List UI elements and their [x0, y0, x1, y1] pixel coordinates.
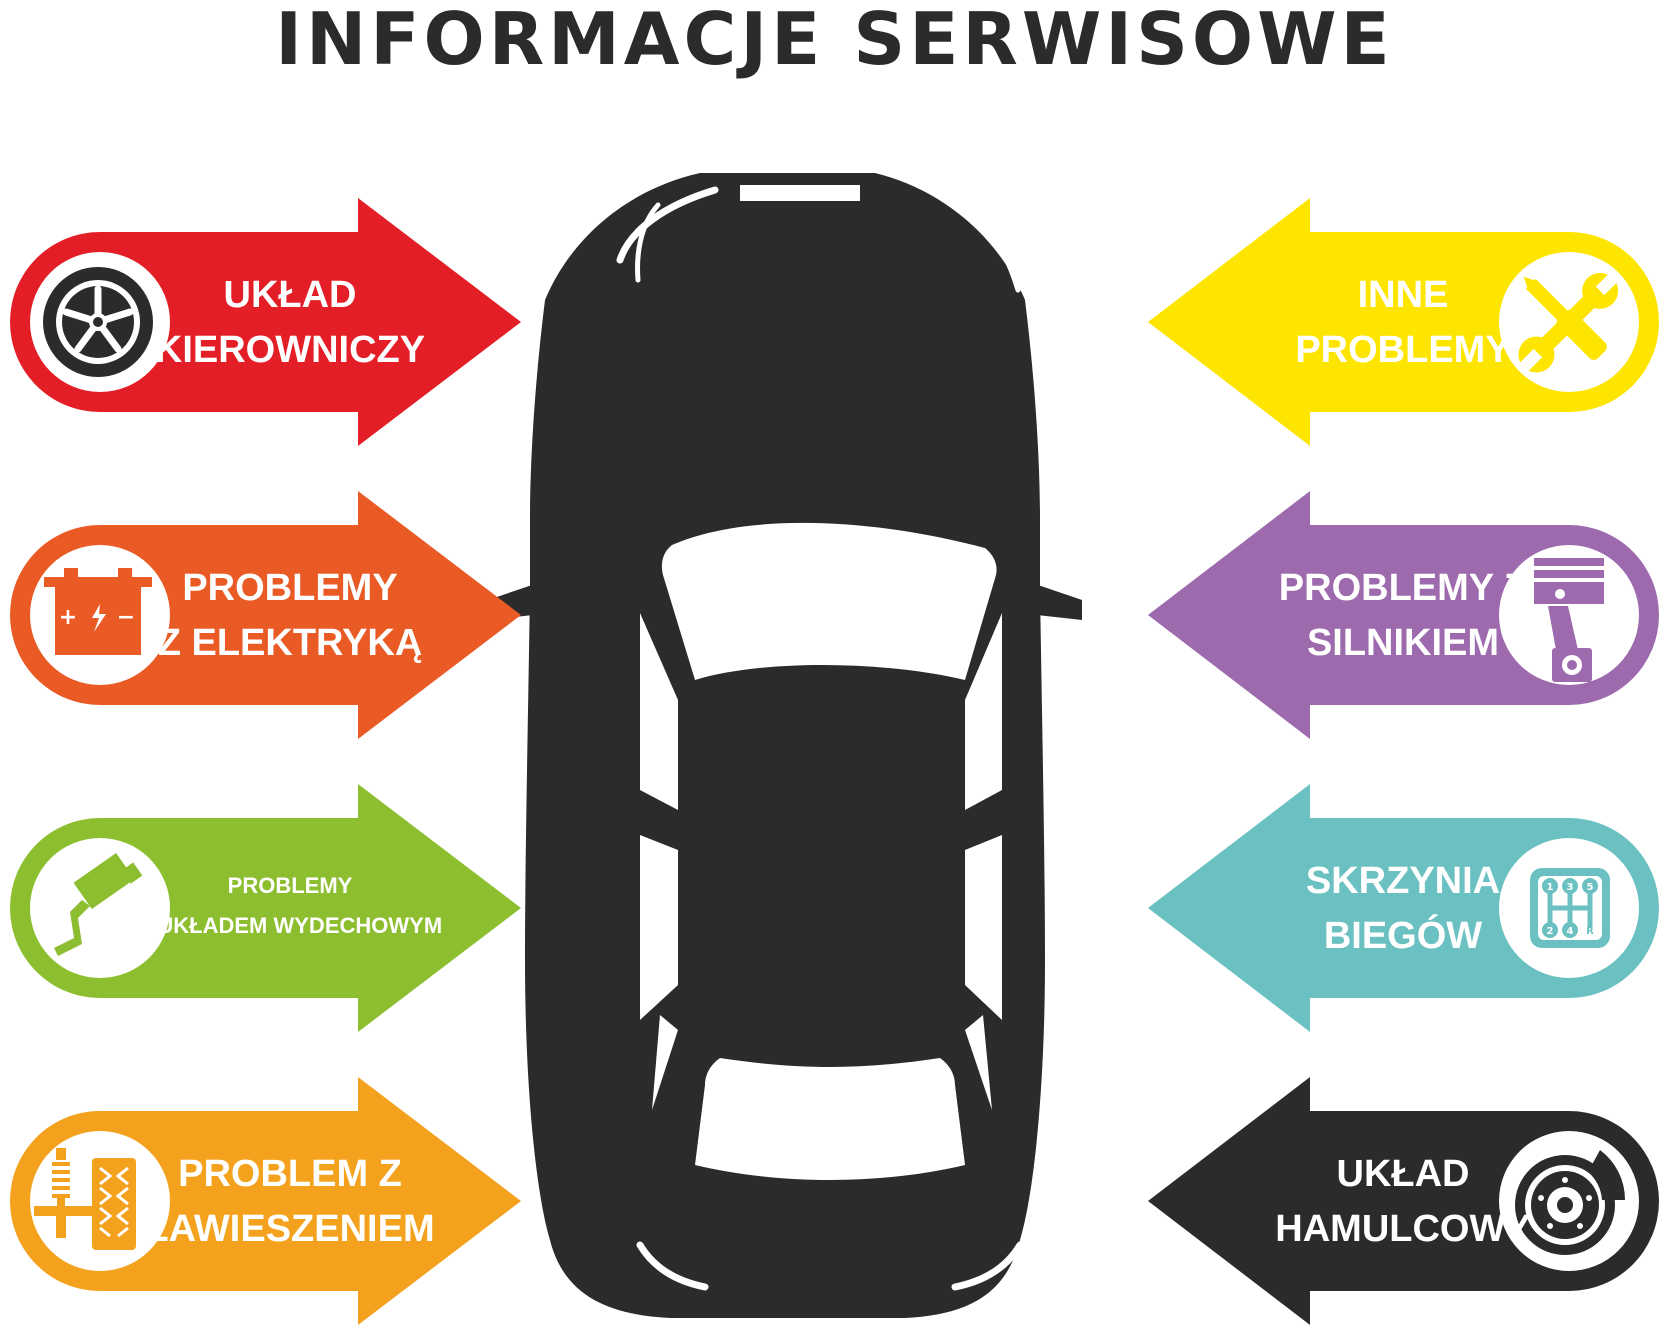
category-label-line1: SKRZYNIA — [1306, 860, 1500, 902]
category-exhaust[interactable]: PROBLEMY Z UKŁADEM WYDECHOWYM — [10, 784, 521, 1032]
side-window-rear-right — [965, 835, 1002, 1020]
category-label-line1: UKŁAD — [1337, 1153, 1470, 1195]
category-steering[interactable]: UKŁAD KIEROWNICZY — [10, 198, 521, 446]
gear-label: 2 — [1547, 926, 1554, 937]
taillight-right — [951, 1241, 1024, 1291]
exhaust-icon — [54, 852, 143, 956]
category-label-line1: PROBLEMY — [182, 567, 397, 609]
arrow-shape — [10, 784, 521, 1032]
side-window-front-right — [965, 613, 1002, 810]
category-electrical[interactable]: + − PROBLEMY Z ELEKTRYKĄ — [10, 491, 521, 739]
gear-label: 1 — [1547, 882, 1554, 893]
category-label-line2: SILNIKIEM — [1307, 622, 1499, 664]
front-grille-slit — [740, 185, 860, 201]
arrow-shape — [10, 491, 521, 739]
category-label-line1: PROBLEMY — [228, 873, 353, 898]
suspension-icon — [34, 1148, 136, 1250]
category-label-line1: INNE — [1358, 274, 1449, 316]
category-label-line2: KIEROWNICZY — [155, 329, 425, 371]
arrow-shape — [10, 1077, 521, 1325]
mirror-right — [1037, 585, 1082, 620]
headlight-left — [616, 186, 719, 264]
tools-icon — [1518, 271, 1620, 373]
category-label-line1: PROBLEMY Z — [1279, 567, 1527, 609]
category-label-line2: Z UKŁADEM WYDECHOWYM — [138, 913, 442, 938]
category-label-line2: HAMULCOWY — [1275, 1208, 1530, 1250]
battery-icon: + − — [44, 568, 152, 655]
arrow-shape — [10, 198, 521, 446]
arrow-shape — [1148, 784, 1659, 1032]
hood-line-left — [635, 202, 661, 283]
gear-label: 4 — [1567, 926, 1574, 937]
category-other[interactable]: INNE PROBLEMY — [1148, 198, 1659, 446]
gear-label: 3 — [1567, 882, 1574, 893]
page-title: Informacje serwisowe — [275, 0, 1394, 81]
piston-icon — [1534, 558, 1604, 682]
wheel-icon — [43, 267, 153, 377]
category-label-line2: ZAWIESZENIEM — [145, 1208, 434, 1250]
hood-line-right — [975, 212, 1021, 293]
category-suspension[interactable]: PROBLEM Z ZAWIESZENIEM — [10, 1077, 521, 1325]
car-body — [525, 173, 1045, 1318]
battery-minus: − — [117, 605, 135, 630]
icon-circle — [30, 838, 170, 978]
category-label-line2: PROBLEMY — [1295, 329, 1510, 371]
category-label-line1: PROBLEM Z — [178, 1153, 402, 1195]
rear-window — [695, 1058, 965, 1180]
taillight-left — [636, 1241, 709, 1291]
gear-label: 5 — [1587, 882, 1594, 893]
arrow-shape — [1148, 198, 1659, 446]
quarter-window-right — [965, 1015, 992, 1110]
category-brakes[interactable]: UKŁAD HAMULCOWY — [1148, 1077, 1659, 1325]
category-label-line2: Z ELEKTRYKĄ — [158, 622, 423, 664]
category-engine[interactable]: PROBLEMY Z SILNIKIEM — [1148, 491, 1659, 739]
gearshift-icon: 1 3 5 2 4 R — [1530, 868, 1610, 948]
arrow-shape — [1148, 491, 1659, 739]
side-window-front-left — [640, 613, 678, 810]
car-top-view — [488, 173, 1082, 1318]
brake-disc-icon — [1515, 1150, 1626, 1255]
category-gearbox[interactable]: 1 3 5 2 4 R SKRZYNIA BIEGÓW — [1148, 784, 1659, 1032]
side-window-rear-left — [640, 835, 678, 1020]
category-label-line2: BIEGÓW — [1324, 913, 1482, 957]
gear-label: R — [1586, 926, 1594, 937]
windshield — [661, 522, 997, 680]
category-label-line1: UKŁAD — [224, 274, 357, 316]
headlight-right — [941, 191, 1022, 269]
quarter-window-left — [652, 1015, 678, 1110]
arrow-shape — [1148, 1077, 1659, 1325]
battery-plus: + — [59, 605, 77, 630]
